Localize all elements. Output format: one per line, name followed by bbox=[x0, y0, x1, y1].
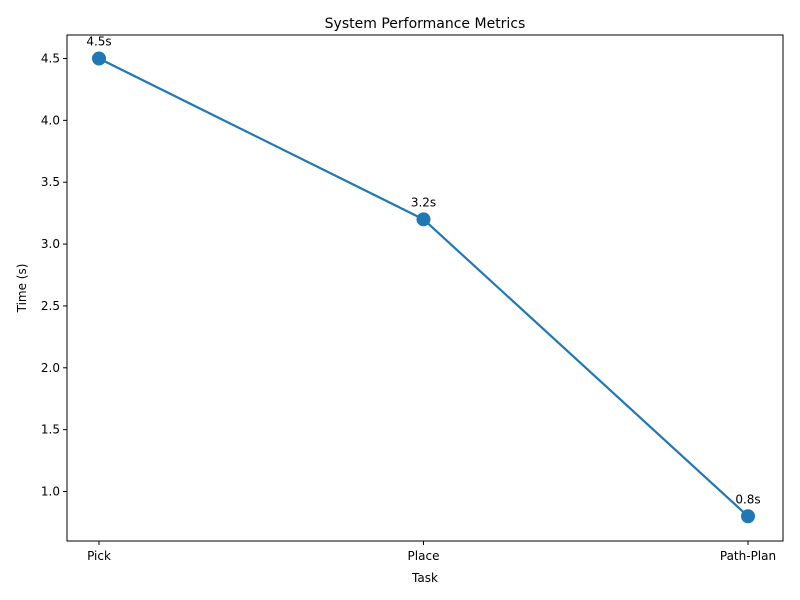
data-point bbox=[741, 509, 755, 524]
x-tick-label: Pick bbox=[87, 549, 111, 563]
data-point bbox=[416, 212, 431, 227]
y-tick-label: 4.0 bbox=[41, 113, 60, 127]
y-axis-ticks: 1.0 1.5 2.0 2.5 3.0 3.5 4.0 4.5 bbox=[41, 52, 67, 499]
x-tick-label: Path-Plan bbox=[720, 549, 776, 563]
series-line bbox=[98, 57, 749, 518]
data-label: 4.5s bbox=[86, 35, 111, 49]
y-tick-label: 1.5 bbox=[41, 423, 60, 437]
y-tick-label: 1.0 bbox=[41, 485, 60, 499]
x-tick-label: Place bbox=[408, 549, 440, 563]
y-axis-label: Time (s) bbox=[15, 264, 29, 314]
x-axis-label: Task bbox=[411, 571, 438, 585]
chart-title: System Performance Metrics bbox=[325, 16, 526, 32]
y-tick-label: 4.5 bbox=[41, 52, 60, 66]
y-tick-label: 2.0 bbox=[41, 361, 60, 375]
data-label: 0.8s bbox=[735, 492, 760, 506]
x-axis-ticks: Pick Place Path-Plan bbox=[87, 541, 776, 563]
series-group: 4.5s 3.2s 0.8s bbox=[86, 35, 761, 524]
y-tick-label: 3.5 bbox=[41, 175, 60, 189]
data-point bbox=[92, 51, 106, 66]
y-tick-label: 3.0 bbox=[41, 237, 60, 251]
plot-area bbox=[66, 34, 784, 542]
data-label: 3.2s bbox=[411, 195, 436, 209]
y-tick-label: 2.5 bbox=[41, 299, 60, 313]
